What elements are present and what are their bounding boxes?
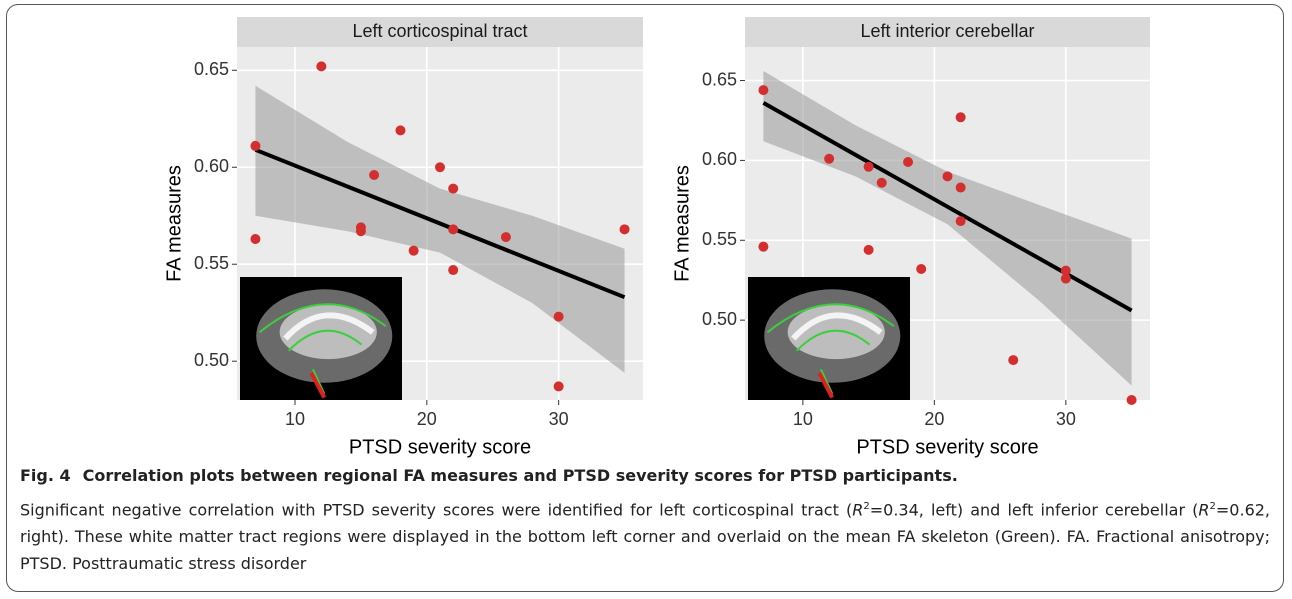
data-point (1061, 274, 1071, 284)
y-tick-label: 0.60 (702, 149, 737, 169)
caption-body: Significant negative correlation with PT… (20, 493, 1270, 577)
data-point (250, 234, 260, 244)
data-point (448, 265, 458, 275)
panel-title: Left corticospinal tract (352, 21, 527, 41)
caption-text: Significant negative correlation with PT… (20, 500, 852, 519)
page: Left corticospinal tract 10 20 30 0.50 0.55 0.… (0, 0, 1292, 599)
figure: Left corticospinal tract 10 20 30 0.50 0.55 0.… (0, 0, 1292, 460)
y-tick-label: 0.50 (702, 309, 737, 329)
data-point (501, 232, 511, 242)
data-point (903, 157, 913, 167)
caption-symbol: R (1198, 500, 1209, 519)
data-point (956, 112, 966, 122)
data-point (824, 154, 834, 164)
data-point (864, 162, 874, 172)
caption: Fig. 4 Correlation plots between regional… (20, 466, 1270, 577)
x-axis-title: PTSD severity score (856, 436, 1038, 458)
data-point (877, 178, 887, 188)
data-point (316, 61, 326, 71)
data-point (864, 245, 874, 255)
data-point (1008, 355, 1018, 365)
data-point (943, 171, 953, 181)
data-point (554, 381, 564, 391)
data-point (554, 312, 564, 322)
y-tick-label: 0.60 (194, 156, 229, 176)
y-tick-label: 0.65 (702, 69, 737, 89)
data-point (409, 246, 419, 256)
data-point (250, 141, 260, 151)
y-axis-title: FA measures (671, 165, 693, 282)
caption-symbol: R (852, 500, 863, 519)
data-point (395, 125, 405, 135)
data-point (758, 85, 768, 95)
caption-title: Correlation plots between regional FA me… (83, 466, 958, 485)
data-point (435, 162, 445, 172)
x-tick-label: 30 (549, 409, 569, 429)
data-point (956, 183, 966, 193)
data-point (448, 224, 458, 234)
x-tick-label: 10 (285, 409, 305, 429)
x-tick-label: 20 (924, 409, 944, 429)
y-tick-label: 0.55 (702, 229, 737, 249)
caption-heading: Fig. 4 Correlation plots between regional… (20, 466, 1270, 485)
data-point (620, 224, 630, 234)
x-tick-label: 30 (1056, 409, 1076, 429)
data-point (956, 216, 966, 226)
y-tick-label: 0.55 (194, 253, 229, 273)
data-point (916, 264, 926, 274)
figure-label: Fig. 4 (20, 466, 71, 485)
data-point (1127, 395, 1137, 405)
data-point (356, 226, 366, 236)
data-point (448, 184, 458, 194)
data-point (369, 170, 379, 180)
y-axis-title: FA measures (163, 165, 185, 282)
x-axis-title: PTSD severity score (349, 436, 531, 458)
y-tick-label: 0.65 (194, 59, 229, 79)
panel-title: Left interior cerebellar (860, 21, 1034, 41)
x-tick-label: 20 (417, 409, 437, 429)
data-point (758, 242, 768, 252)
x-tick-label: 10 (793, 409, 813, 429)
y-tick-label: 0.50 (194, 350, 229, 370)
caption-text: =0.34, left) and left inferior cerebella… (870, 500, 1199, 519)
